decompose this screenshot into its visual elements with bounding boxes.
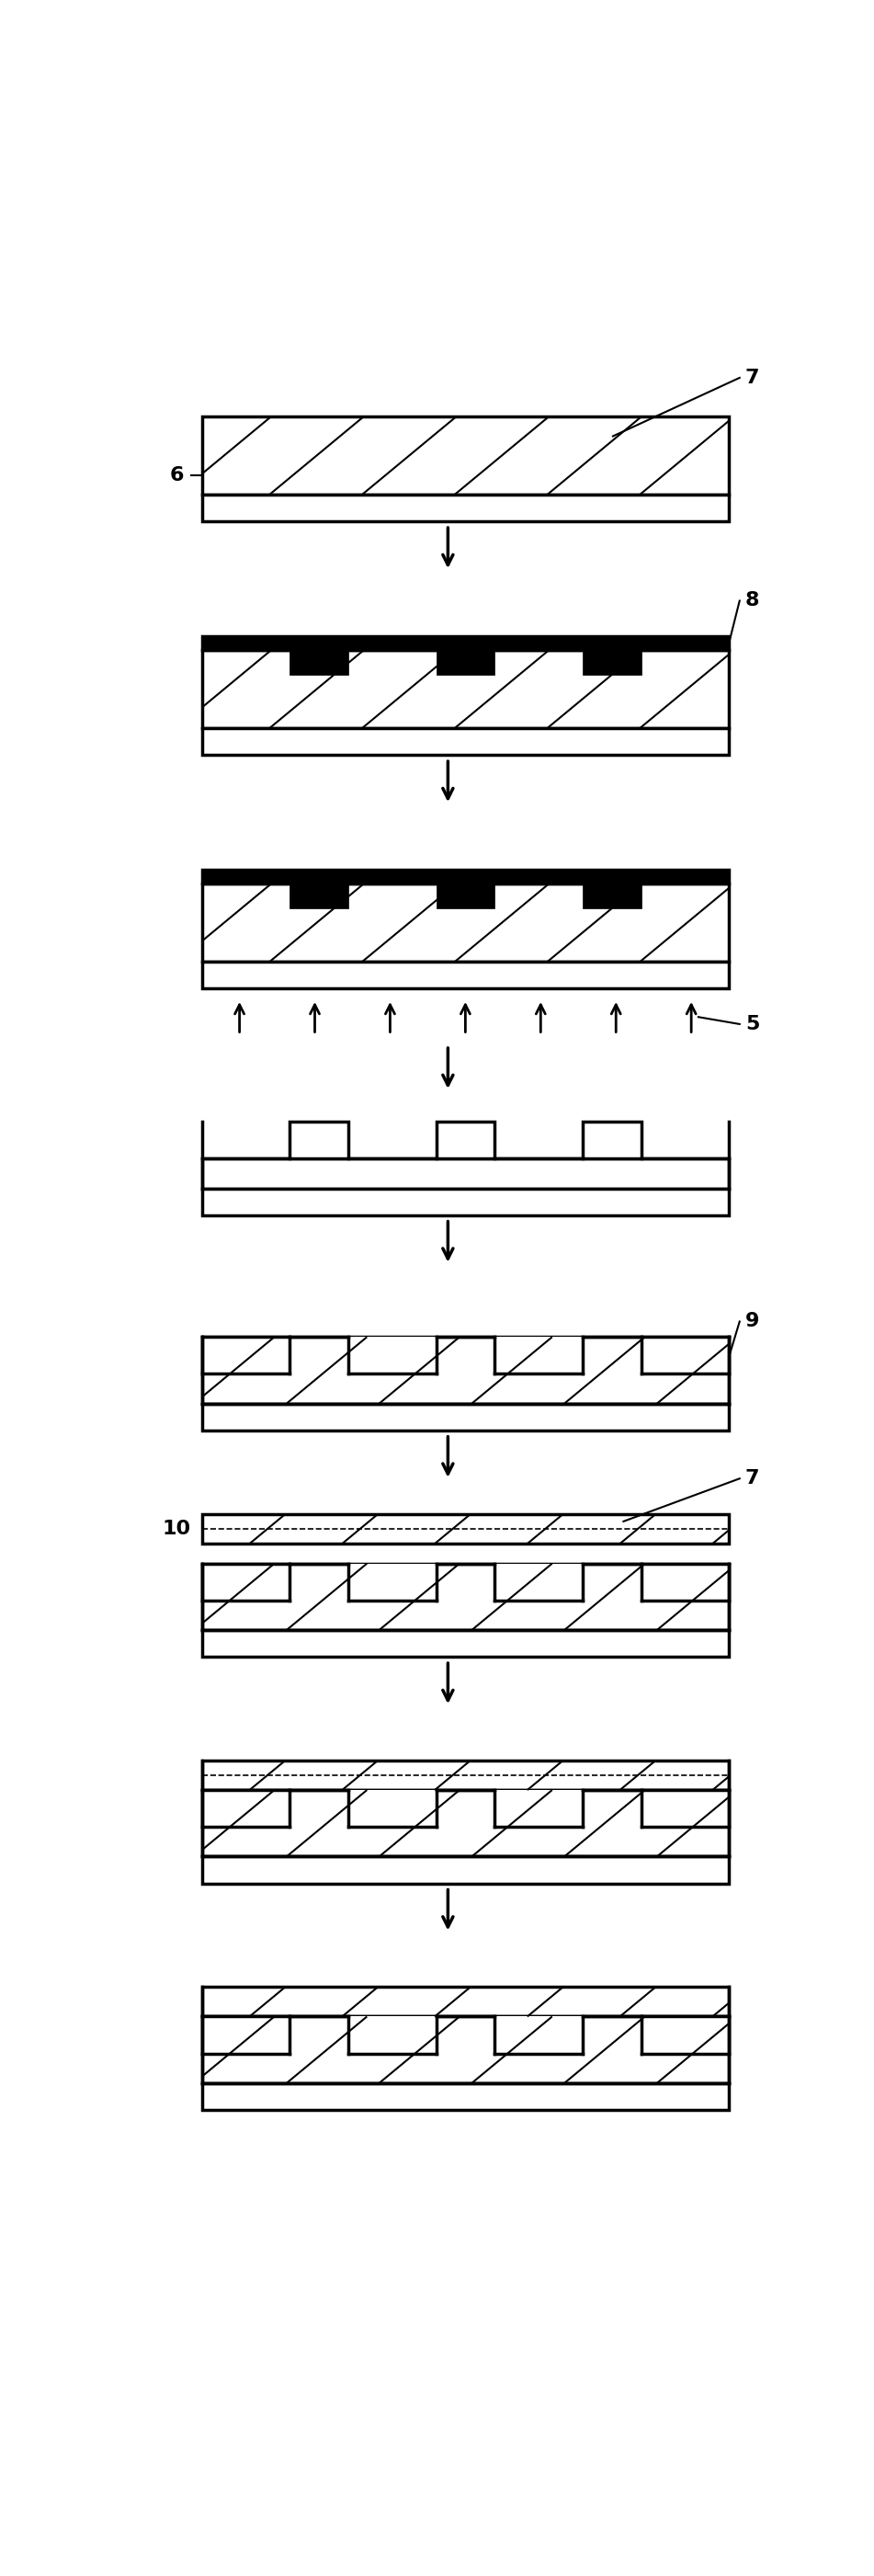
Bar <box>202 2017 729 2084</box>
Bar <box>495 2017 582 2053</box>
Bar <box>202 884 729 961</box>
Bar <box>582 649 641 675</box>
Bar <box>202 961 729 989</box>
Bar <box>202 1564 729 1631</box>
Bar <box>495 1790 582 1826</box>
Bar <box>202 495 729 520</box>
Bar <box>289 884 348 909</box>
Bar <box>641 1790 729 1826</box>
Bar <box>348 1337 436 1373</box>
Bar <box>202 1337 289 1373</box>
Bar <box>202 417 729 495</box>
Bar <box>495 1337 582 1373</box>
Bar <box>289 1121 348 1159</box>
Bar <box>641 1337 729 1373</box>
Text: 7: 7 <box>746 1468 760 1489</box>
Bar <box>202 871 729 884</box>
Text: 8: 8 <box>746 592 760 611</box>
Bar <box>202 1159 729 1188</box>
Bar <box>202 2084 729 2110</box>
Bar <box>289 649 348 675</box>
Bar <box>202 1188 729 1216</box>
Bar <box>202 729 729 755</box>
Bar <box>202 1631 729 1656</box>
Bar <box>202 1337 729 1404</box>
Bar <box>202 649 729 729</box>
Bar <box>202 1564 289 1600</box>
Text: 7: 7 <box>746 368 760 386</box>
Text: 6: 6 <box>170 466 184 484</box>
Text: 10: 10 <box>163 1520 191 1538</box>
Bar <box>202 1986 729 2017</box>
Bar <box>641 1564 729 1600</box>
Bar <box>436 1121 495 1159</box>
Text: 9: 9 <box>746 1311 760 1332</box>
Bar <box>202 1759 729 1790</box>
Bar <box>202 1515 729 1543</box>
Bar <box>582 1121 641 1159</box>
Bar <box>348 2017 436 2053</box>
Text: 5: 5 <box>746 1015 760 1033</box>
Bar <box>582 884 641 909</box>
Bar <box>202 1404 729 1430</box>
Bar <box>202 1857 729 1883</box>
Bar <box>348 1564 436 1600</box>
Bar <box>348 1790 436 1826</box>
Bar <box>641 2017 729 2053</box>
Bar <box>202 1790 289 1826</box>
Bar <box>436 649 495 675</box>
Bar <box>202 2017 289 2053</box>
Bar <box>436 884 495 909</box>
Bar <box>495 1564 582 1600</box>
Bar <box>202 1790 729 1857</box>
Bar <box>202 636 729 649</box>
